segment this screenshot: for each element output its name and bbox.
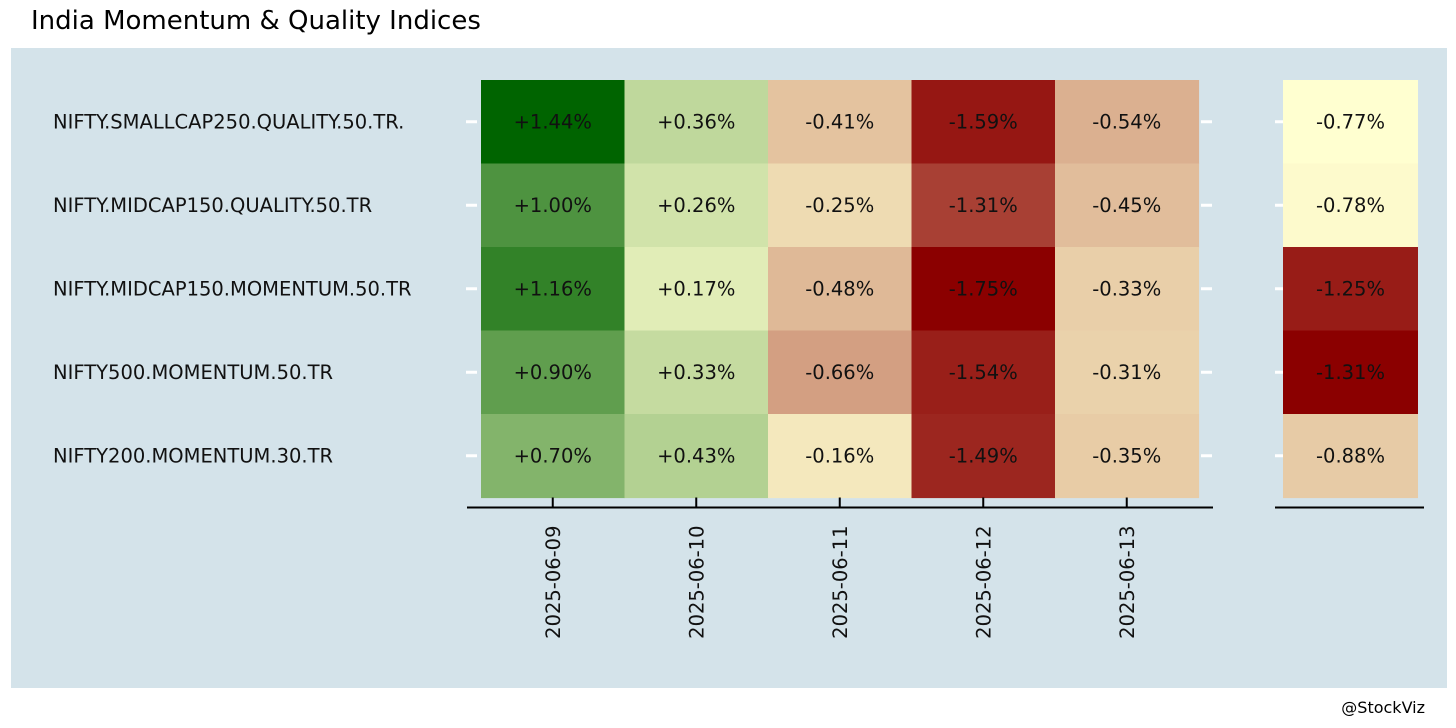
cell-label: -0.25% (805, 194, 874, 217)
cell-label: -1.75% (949, 277, 1018, 300)
summary-label: -0.78% (1316, 194, 1385, 217)
summary-cell (1283, 163, 1418, 248)
heatmap-cell (768, 163, 913, 248)
row-label: NIFTY500.MOMENTUM.50.TR (53, 361, 333, 384)
cell-label: -1.31% (949, 194, 1018, 217)
row-label: NIFTY200.MOMENTUM.30.TR (53, 444, 333, 467)
heatmap-cell (481, 414, 626, 499)
chart-title: India Momentum & Quality Indices (31, 6, 481, 36)
cell-label: -1.59% (949, 110, 1018, 133)
heatmap-cell (481, 163, 626, 248)
heatmap-cell (768, 80, 913, 165)
cell-label: +0.90% (514, 361, 592, 384)
row-label: NIFTY.MIDCAP150.MOMENTUM.50.TR (53, 277, 412, 300)
row-label: NIFTY.SMALLCAP250.QUALITY.50.TR. (53, 110, 404, 133)
heatmap-cell (481, 80, 626, 165)
x-tick-label: 2025-06-13 (1116, 526, 1139, 639)
summary-cell (1283, 80, 1418, 165)
summary-label: -0.77% (1316, 110, 1385, 133)
summary-label: -1.25% (1316, 277, 1385, 300)
heatmap-chart: NIFTY.SMALLCAP250.QUALITY.50.TR. NIFTY.MI… (53, 80, 1424, 639)
heatmap-cell (624, 80, 769, 165)
cell-label: -0.66% (805, 361, 874, 384)
heatmap-cell (481, 247, 626, 332)
summary-cell (1283, 330, 1418, 415)
cell-label: -0.41% (805, 110, 874, 133)
cell-label: -0.31% (1092, 361, 1161, 384)
heatmap-cell (911, 414, 1056, 499)
cell-label: +1.44% (514, 110, 592, 133)
credit-text: @StockViz (1341, 698, 1425, 717)
heatmap-cell (1055, 414, 1200, 499)
cell-label: -0.35% (1092, 444, 1161, 467)
cell-label: +1.00% (514, 194, 592, 217)
cell-label: +0.17% (657, 277, 735, 300)
heatmap-cell (1055, 330, 1200, 415)
cell-label: -0.33% (1092, 277, 1161, 300)
cell-label: -0.54% (1092, 110, 1161, 133)
summary-cell (1283, 414, 1418, 499)
heatmap-cell (1055, 163, 1200, 248)
cell-label: -0.45% (1092, 194, 1161, 217)
heatmap-cell (768, 330, 913, 415)
heatmap-cell (768, 414, 913, 499)
cell-label: -0.16% (805, 444, 874, 467)
cell-label: +1.16% (514, 277, 592, 300)
heatmap-cell (1055, 80, 1200, 165)
cell-label: -0.48% (805, 277, 874, 300)
heatmap-cell (768, 247, 913, 332)
x-tick-label: 2025-06-09 (542, 526, 565, 639)
summary-cell (1283, 247, 1418, 332)
heatmap-cell (624, 247, 769, 332)
heatmap-cell (481, 330, 626, 415)
chart-panel: NIFTY.SMALLCAP250.QUALITY.50.TR. NIFTY.MI… (11, 48, 1447, 688)
cell-label: -1.54% (949, 361, 1018, 384)
heatmap-cell (624, 163, 769, 248)
x-tick-label: 2025-06-11 (829, 526, 852, 639)
heatmap-cell (624, 330, 769, 415)
cell-label: +0.36% (657, 110, 735, 133)
cell-label: -1.49% (949, 444, 1018, 467)
x-tick-label: 2025-06-12 (972, 526, 995, 639)
heatmap-cell (911, 330, 1056, 415)
heatmap-cell (624, 414, 769, 499)
summary-label: -0.88% (1316, 444, 1385, 467)
heatmap-cell (1055, 247, 1200, 332)
cell-label: +0.70% (514, 444, 592, 467)
heatmap-cell (911, 80, 1056, 165)
cell-label: +0.43% (657, 444, 735, 467)
cell-label: +0.26% (657, 194, 735, 217)
heatmap-cell (911, 247, 1056, 332)
cell-label: +0.33% (657, 361, 735, 384)
x-tick-label: 2025-06-10 (685, 526, 708, 639)
heatmap-cell (911, 163, 1056, 248)
row-label: NIFTY.MIDCAP150.QUALITY.50.TR (53, 194, 372, 217)
summary-label: -1.31% (1316, 361, 1385, 384)
